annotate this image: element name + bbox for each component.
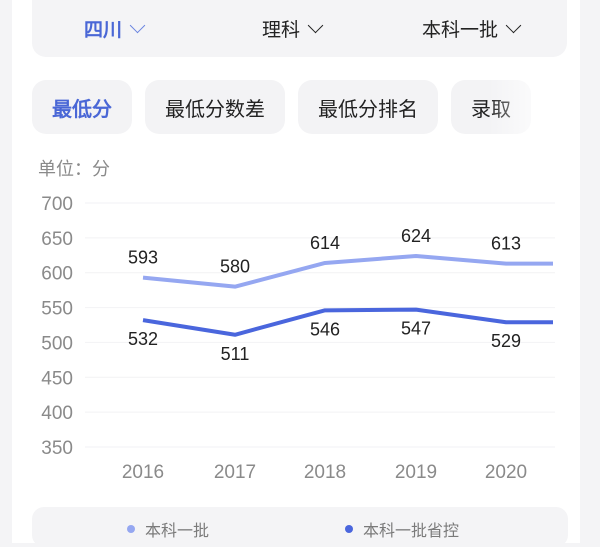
data-label: 546 — [310, 319, 340, 339]
x-tick-label: 2019 — [395, 462, 437, 483]
y-tick-label: 350 — [41, 438, 73, 459]
y-tick-label: 400 — [41, 403, 73, 424]
line-chart: 700 650 600 550 500 450 400 350 2016 2017 2018 2019… — [41, 194, 555, 483]
chevron-down-icon — [505, 17, 522, 34]
data-label: 511 — [221, 344, 250, 364]
data-label: 547 — [401, 319, 431, 339]
legend-dot-icon — [345, 525, 353, 533]
province-filter[interactable]: 四川 — [84, 15, 146, 42]
subject-filter-label: 理科 — [262, 19, 301, 41]
x-tick-label: 2017 — [214, 462, 256, 483]
tab-min-score-rank[interactable]: 最低分排名 — [298, 80, 438, 134]
data-label: 532 — [128, 329, 158, 349]
y-tick-label: 650 — [41, 229, 73, 250]
data-label: 614 — [310, 233, 340, 253]
legend-label: 本科一批 — [145, 521, 210, 540]
legend-dot-icon — [127, 525, 135, 533]
tab-min-score[interactable]: 最低分 — [32, 80, 132, 134]
legend-item-batch1-control[interactable]: 本科一批省控 — [345, 517, 459, 541]
x-tick-label: 2018 — [304, 462, 346, 483]
data-label: 613 — [491, 234, 521, 254]
x-tick-label: 2020 — [485, 462, 527, 483]
y-tick-label: 550 — [41, 299, 73, 320]
y-tick-label: 500 — [41, 333, 73, 354]
chart-legend: 本科一批 本科一批省控 — [32, 507, 568, 547]
province-filter-label: 四川 — [84, 19, 123, 41]
series-line — [142, 253, 553, 289]
series-line — [142, 307, 553, 337]
data-label: 580 — [220, 257, 250, 277]
chevron-down-icon — [129, 17, 146, 34]
filter-bar: 四川 理科 本科一批 — [32, 0, 567, 57]
batch-filter[interactable]: 本科一批 — [422, 15, 522, 42]
legend-item-batch1[interactable]: 本科一批 — [127, 517, 209, 541]
subject-filter[interactable]: 理科 — [262, 15, 324, 42]
data-label: 529 — [491, 331, 521, 351]
chevron-down-icon — [307, 17, 324, 34]
y-tick-label: 450 — [41, 368, 73, 389]
tab-min-score-diff[interactable]: 最低分数差 — [145, 80, 285, 134]
legend-label: 本科一批省控 — [363, 521, 460, 540]
metric-tabs: 最低分 最低分数差 最低分排名 录取 — [32, 80, 568, 135]
y-tick-label: 600 — [41, 264, 73, 285]
data-label: 624 — [401, 226, 431, 246]
data-label: 593 — [128, 248, 158, 268]
batch-filter-label: 本科一批 — [422, 19, 499, 41]
tab-admission[interactable]: 录取 — [451, 80, 531, 134]
unit-label: 单位：分 — [38, 159, 110, 180]
y-tick-label: 700 — [41, 194, 73, 215]
x-tick-label: 2016 — [122, 462, 164, 483]
